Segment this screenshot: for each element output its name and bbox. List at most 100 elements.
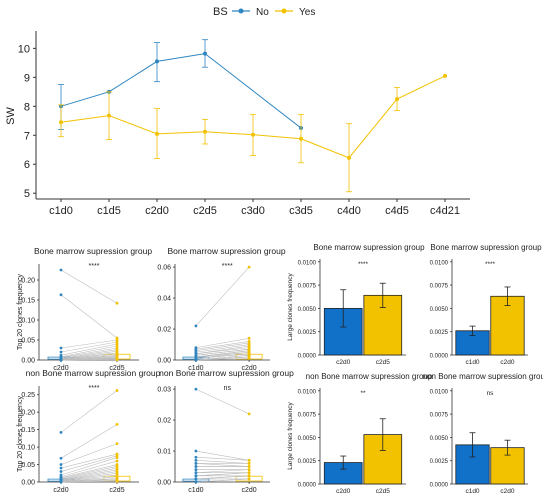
line-chart: 5 6 7 8 9 10 c1d0 c1d5 c2d0 c2d5 c3d0 c3d5 c4d0 c4d5 c… — [5, 31, 470, 217]
bar-panel-1: Bone marrow supression group **** 0.0000 0.… — [287, 243, 425, 366]
panel-title: Bone marrow supression group — [167, 246, 285, 256]
x-tick-label: c1d5 — [97, 205, 121, 217]
y-axis-label: Large clones frequency — [287, 272, 294, 340]
y-tick-label: 0.0050 — [430, 436, 449, 442]
point-after — [115, 336, 119, 340]
pair-link — [60, 424, 118, 459]
point-after — [247, 471, 251, 475]
data-point — [155, 131, 159, 136]
pair-link — [60, 474, 118, 482]
y-tick-label: 0.0100 — [430, 260, 449, 266]
y-tick-label: 9 — [24, 72, 30, 84]
x-tick-label: c2d5 — [193, 205, 217, 217]
point-after — [115, 389, 119, 392]
x-tick-label: c1d0 — [188, 487, 203, 494]
pair-link — [195, 266, 250, 327]
y-tick-label: 0.0075 — [298, 284, 317, 290]
y-tick-label: 0.01 — [157, 449, 171, 456]
pair-link — [60, 471, 118, 481]
y-tick-label: 0.0000 — [298, 354, 317, 360]
significance-label: **** — [222, 263, 233, 270]
paired-panel-2: Bone marrow supression group **** 0.00 0.02… — [157, 246, 285, 372]
significance-label: **** — [485, 261, 496, 268]
data-point — [299, 136, 303, 141]
pair-link — [195, 344, 250, 353]
point-after — [115, 479, 119, 483]
point-after — [247, 412, 251, 416]
pair-link — [195, 347, 250, 355]
pair-link — [60, 356, 118, 360]
x-tick-label: c4d0 — [337, 205, 361, 217]
pair-link — [60, 467, 118, 480]
pair-link — [195, 388, 250, 415]
y-tick-label: 0.0000 — [430, 483, 449, 489]
y-tick-label: 0.06 — [157, 265, 171, 272]
y-tick-label: 0.04 — [157, 296, 171, 303]
paired-panel-3: non Bone marrow supression group **** 0.00… — [17, 368, 161, 494]
x-tick-label: c2d5 — [376, 359, 390, 366]
pair-link — [60, 453, 118, 469]
point-before — [194, 462, 198, 465]
x-tick-label: c2d0 — [500, 488, 514, 495]
y-tick-label: 0.0025 — [298, 330, 317, 336]
legend-yes-marker — [281, 8, 287, 14]
y-tick-label: 0.10 — [21, 318, 35, 325]
pair-link — [60, 469, 118, 481]
charts: 5 6 7 8 9 10 c1d0 c1d5 c2d0 c2d5 c3d0 c3d5 c4d0 c4d5 c… — [5, 31, 543, 495]
panel-title: Bone marrow supression group — [34, 246, 152, 256]
point-after — [115, 456, 119, 459]
y-axis-label: Top 20 clones frequency — [17, 274, 24, 350]
y-tick-label: 6 — [24, 159, 30, 171]
point-before — [59, 350, 63, 354]
y-tick-label: 0.0025 — [430, 330, 449, 336]
point-after — [115, 340, 119, 344]
pair-link — [60, 478, 118, 482]
x-tick-label: c2d0 — [336, 488, 350, 495]
significance-label: **** — [358, 261, 369, 268]
point-before — [194, 471, 198, 475]
point-after — [115, 338, 119, 342]
panel-title: non Bone marrow supression group — [306, 372, 433, 381]
point-before — [194, 387, 198, 391]
point-before — [59, 470, 63, 473]
pair-link — [60, 294, 118, 339]
point-after — [247, 474, 251, 478]
point-before — [194, 324, 198, 328]
y-tick-label: 0.0100 — [298, 260, 317, 266]
significance-label: **** — [89, 263, 100, 270]
pair-link — [60, 350, 118, 360]
data-point — [203, 51, 207, 56]
y-tick-label: 0.0075 — [430, 284, 449, 290]
legend-title: BS — [213, 6, 228, 18]
y-tick-label: 0.03 — [157, 387, 171, 394]
point-after — [247, 462, 251, 465]
data-point — [347, 155, 351, 160]
y-tick-label: 0.00 — [21, 358, 35, 365]
pair-link — [60, 457, 118, 476]
y-axis-label: Top 20 clones frequency — [17, 396, 24, 472]
x-tick-label: c2d0 — [242, 487, 257, 494]
legend-yes-label: Yes — [299, 7, 315, 18]
y-tick-label: 0.0050 — [430, 307, 449, 313]
point-after — [247, 458, 251, 462]
point-after — [247, 468, 251, 472]
data-point — [395, 97, 399, 102]
x-tick-label: c2d5 — [376, 488, 390, 495]
pair-link — [60, 341, 118, 353]
pair-link — [60, 269, 118, 304]
point-before — [194, 455, 198, 459]
pair-link — [195, 338, 250, 348]
point-before — [59, 456, 63, 460]
significance-label: **** — [89, 385, 100, 392]
legend-no-marker — [238, 8, 244, 14]
panel-title: non Bone marrow supression group — [159, 368, 294, 378]
pair-link — [60, 472, 118, 481]
x-tick-label: c2d0 — [336, 359, 350, 366]
legend-no-label: No — [256, 7, 269, 18]
point-after — [247, 465, 251, 468]
point-after — [247, 265, 251, 269]
x-tick-label: c2d5 — [109, 487, 124, 494]
point-before — [194, 358, 198, 362]
paired-panel-1: Bone marrow supression group **** 0.00 0.05… — [17, 246, 152, 372]
pair-link — [195, 348, 250, 356]
